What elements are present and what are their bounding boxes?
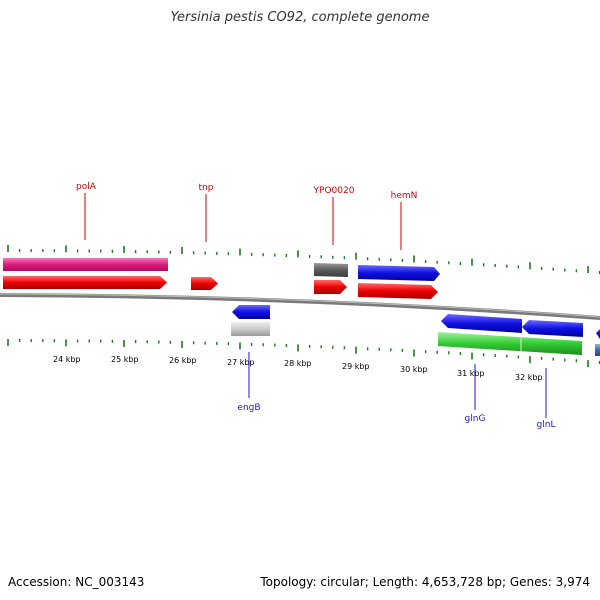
gene-label-hemN[interactable]: hemN [391, 191, 418, 201]
kbp-label: 32 kbp [515, 373, 543, 382]
feature-engB-blue[interactable] [232, 305, 270, 319]
feature-edge-blue[interactable] [596, 327, 600, 339]
map-title: Yersinia pestis CO92, complete genome [170, 10, 430, 25]
kbp-label: 28 kbp [284, 359, 312, 368]
feature-gray-block[interactable] [314, 263, 348, 277]
accession-text: Accession: NC_003143 [8, 575, 145, 589]
kbp-label: 30 kbp [400, 365, 428, 374]
feature-glnG-blue[interactable] [441, 314, 522, 333]
feature-light-gray-block[interactable] [231, 322, 270, 336]
kbp-label: 27 kbp [227, 358, 255, 367]
gene-label-polA[interactable]: polA [76, 182, 97, 192]
feature-tnp-red[interactable] [191, 277, 218, 290]
reverse-tick-row [7, 339, 600, 368]
gene-label-YPO0020[interactable]: YPO0020 [313, 186, 355, 196]
gene-label-glnG[interactable]: glnG [465, 414, 486, 424]
feature-pink-band[interactable] [3, 258, 168, 271]
kbp-label: 24 kbp [53, 355, 81, 364]
kbp-label: 31 kbp [457, 369, 485, 378]
feature-green-band[interactable] [438, 332, 582, 355]
genome-backbone [0, 293, 600, 320]
feature-hemN-red[interactable] [358, 283, 438, 299]
gene-label-glnL[interactable]: glnL [537, 420, 556, 430]
gene-label-engB[interactable]: engB [237, 403, 260, 413]
kbp-label: 26 kbp [169, 356, 197, 365]
feature-YPO0020-red[interactable] [314, 280, 347, 294]
forward-tick-row [7, 245, 600, 274]
genome-summary-text: Topology: circular; Length: 4,653,728 bp… [260, 575, 590, 589]
gene-label-tnp[interactable]: tnp [199, 183, 214, 193]
feature-hemN-blue[interactable] [358, 265, 440, 281]
feature-glnL-blue[interactable] [522, 320, 583, 337]
kbp-label: 25 kbp [111, 355, 139, 364]
genome-backbone-highlight [0, 293, 600, 318]
feature-steel-block[interactable] [595, 344, 600, 356]
feature-polA-red[interactable] [3, 276, 167, 289]
kbp-label: 29 kbp [342, 362, 370, 371]
